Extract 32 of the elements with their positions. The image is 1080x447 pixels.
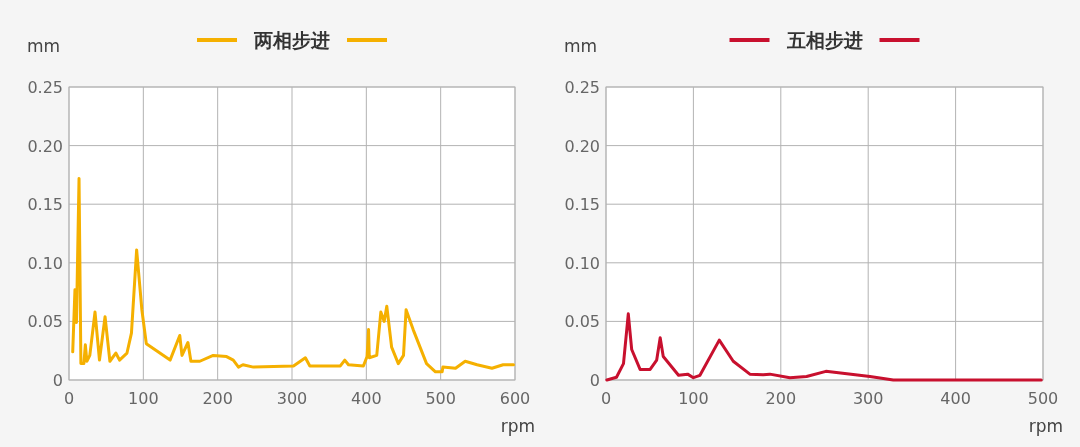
x-tick-label: 400 <box>940 389 971 408</box>
x-tick-label: 500 <box>1027 389 1059 408</box>
x-tick-label: 100 <box>678 389 709 408</box>
y-tick-label: 0.15 <box>564 195 600 215</box>
x-tick-label: 300 <box>276 389 308 408</box>
y-tick-label: 0.05 <box>564 312 600 332</box>
y-tick-label: 0.10 <box>27 253 63 273</box>
y-axis-title: mm <box>564 36 598 56</box>
y-tick-label: 0.25 <box>564 78 600 97</box>
line-series <box>71 176 516 374</box>
x-tick-label: 200 <box>765 389 797 408</box>
x-tick-label: 100 <box>128 389 159 408</box>
legend-label: 五相步进 <box>785 29 863 51</box>
y-tick-label: 0.10 <box>564 253 600 273</box>
x-axis-title: rpm <box>1028 416 1063 436</box>
legend-label: 两相步进 <box>253 29 330 51</box>
y-axis-title: mm <box>27 36 61 56</box>
y-tick-label: 0.20 <box>27 136 63 156</box>
y-tick-label: 0 <box>52 371 63 390</box>
x-tick-label: 400 <box>351 389 382 408</box>
x-tick-label: 500 <box>425 389 456 408</box>
y-tick-label: 0.05 <box>27 312 63 332</box>
y-tick-label: 0 <box>589 371 600 390</box>
x-tick-label: 200 <box>202 389 233 408</box>
x-axis-title: rpm <box>500 416 535 436</box>
x-tick-label: 0 <box>63 389 75 408</box>
y-tick-label: 0.15 <box>27 195 63 215</box>
x-tick-label: 300 <box>852 389 884 408</box>
y-tick-label: 0.20 <box>564 136 600 156</box>
x-tick-label: 0 <box>600 389 612 408</box>
x-tick-label: 600 <box>499 389 531 408</box>
y-tick-label: 0.25 <box>27 78 63 97</box>
